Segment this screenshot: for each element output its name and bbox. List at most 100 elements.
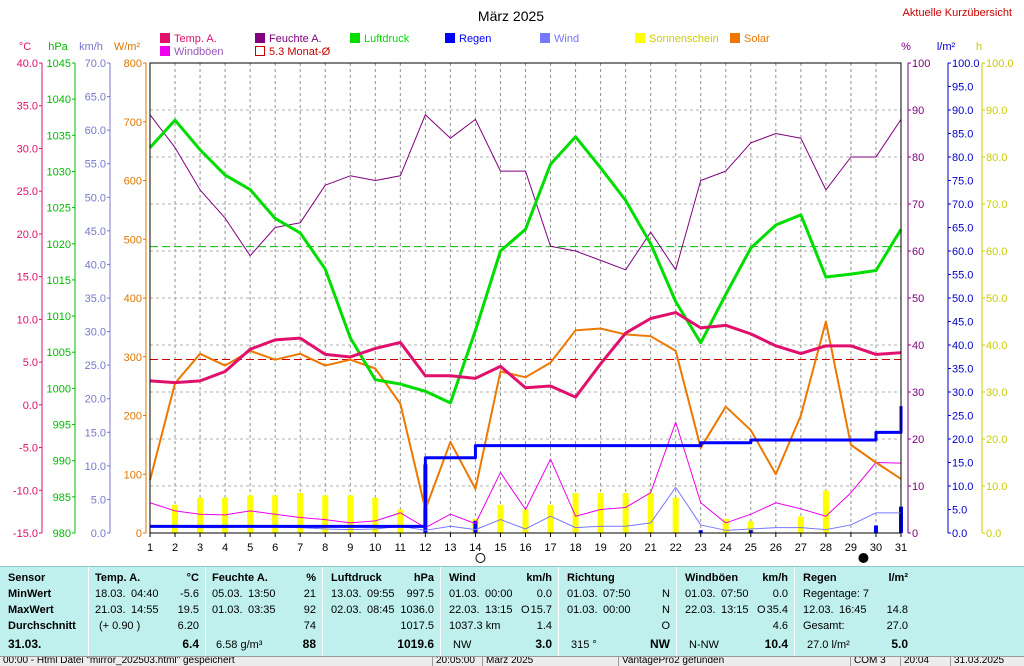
axis-label-wind-12: 60.0: [85, 125, 106, 137]
stats-humidity-max-time: 03:35: [248, 604, 276, 616]
axis-label-rain-5: 25.0: [952, 411, 973, 423]
moon-full-icon: [475, 553, 486, 563]
legend-swatch-5: [635, 33, 645, 43]
x-label-10: 10: [369, 542, 381, 554]
bar-sun-9: [347, 495, 354, 533]
axis-label-pressure-10: 1030: [47, 166, 71, 178]
x-label-17: 17: [544, 542, 556, 554]
axis-label-humidity-10: 100: [912, 58, 930, 70]
legend-swatch-3: [445, 33, 455, 43]
axis-label-solar-1: 100: [124, 469, 142, 481]
axis-label-pressure-4: 1000: [47, 383, 71, 395]
stats-gusts-unit: km/h: [762, 572, 788, 584]
stats-pressure-avg: 1017.5: [400, 620, 434, 632]
axis-label-sun-4: 40.0: [986, 340, 1007, 352]
stats-humidity-max-date: 01.03.: [212, 604, 243, 616]
axis-label-sun-8: 80.0: [986, 152, 1007, 164]
axis-label-pressure-12: 1040: [47, 94, 71, 106]
x-label-20: 20: [620, 542, 632, 554]
axis-label-sun-5: 50.0: [986, 293, 1007, 305]
axis-label-rain-2: 10.0: [952, 481, 973, 493]
stats-sensor: Sensor MinWert MaxWert Durchschnitt 31.0…: [0, 567, 88, 657]
x-label-24: 24: [720, 542, 732, 554]
moon-new-icon: [858, 553, 869, 563]
x-label-3: 3: [197, 542, 203, 554]
axis-label-rain-19: 95.0: [952, 82, 973, 94]
bar-sun-16: [522, 509, 529, 533]
legend-swatch-6: [730, 33, 740, 43]
unit-sun: h: [976, 41, 982, 53]
bar-sun-4: [222, 497, 229, 533]
x-label-1: 1: [147, 542, 153, 554]
x-label-27: 27: [795, 542, 807, 554]
legend-label-3: Regen: [459, 33, 491, 45]
axis-label-temp-9: 30.0: [17, 143, 38, 155]
legend-swatch-0: [160, 33, 170, 43]
x-label-19: 19: [594, 542, 606, 554]
stats-rain-total-label: Gesamt:: [803, 620, 845, 632]
bar-sun-10: [372, 497, 379, 533]
stats-gusts: Windböen km/h 01.03. 07:50 0.0 22.03. 13…: [676, 567, 794, 657]
statistics-panel: Sensor MinWert MaxWert Durchschnitt 31.0…: [0, 566, 1024, 657]
x-label-8: 8: [322, 542, 328, 554]
bar-sun-15: [497, 504, 504, 533]
stats-wind-current: 3.0: [535, 637, 552, 651]
axis-label-wind-13: 65.0: [85, 92, 106, 104]
unit-rain: l/m²: [937, 41, 956, 53]
axis-label-rain-20: 100.0: [952, 58, 980, 70]
stats-wind-min-time: 00:00: [485, 588, 513, 600]
x-label-28: 28: [820, 542, 832, 554]
x-label-18: 18: [569, 542, 581, 554]
bar-sun-20: [622, 493, 629, 533]
stats-pressure-max-date: 02.03.: [331, 604, 362, 616]
axes: -15.0 -10.0 -5.0 0.0 5.0 10.0 15.0 20.0 25.0 30.0…: [13, 58, 1014, 540]
axis-label-temp-0: -15.0: [13, 528, 38, 540]
axis-label-rain-10: 50.0: [952, 293, 973, 305]
legend-label-8: 5.3 Monat-Ø: [269, 46, 331, 58]
x-label-14: 14: [469, 542, 481, 554]
bar-sun-22: [672, 497, 679, 533]
series-line-feuchte-a-: [149, 114, 902, 271]
stats-gusts-max-date: 22.03.: [685, 604, 716, 616]
axis-label-humidity-6: 60: [912, 246, 924, 258]
x-label-2: 2: [172, 542, 178, 554]
axis-label-solar-2: 200: [124, 411, 142, 423]
axis-label-rain-4: 20.0: [952, 434, 973, 446]
bar-sun-5: [247, 495, 254, 533]
grid: [150, 63, 901, 533]
stats-rain-unit: l/m²: [888, 572, 908, 584]
stats-wind: Wind km/h 01.03. 00:00 0.0 22.03. 13:15 …: [440, 567, 558, 657]
axis-label-pressure-1: 985: [53, 492, 71, 504]
axis-label-wind-8: 40.0: [85, 259, 106, 271]
axis-label-temp-1: -10.0: [13, 485, 38, 497]
legend-label-2: Luftdruck: [364, 33, 410, 45]
stats-temp-avg: 6.20: [177, 620, 199, 632]
stats-gusts-max-time: 13:15: [721, 604, 749, 616]
axis-label-rain-7: 35.0: [952, 364, 973, 376]
status-segment-2: März 2025: [482, 657, 618, 666]
series-line-solar: [149, 320, 902, 511]
axis-unit-labels: °C hPa km/h W/m² % l/m² h: [19, 41, 982, 53]
legend-label-4: Wind: [554, 33, 579, 45]
x-axis: 1 2 3 4 5 6 7 8 9 10 11 12 13 14 15 16 17 18 19 20 21 22 23 24 2…: [147, 533, 907, 563]
legend-label-5: Sonnenschein: [649, 33, 719, 45]
x-label-23: 23: [695, 542, 707, 554]
x-label-16: 16: [519, 542, 531, 554]
bar-sun-8: [322, 495, 329, 533]
axis-label-pressure-2: 990: [53, 456, 71, 468]
current-summary-link[interactable]: Aktuelle Kurzübersicht: [903, 7, 1012, 19]
axis-label-pressure-9: 1025: [47, 203, 71, 215]
stats-rain-total: 27.0: [886, 620, 908, 632]
stats-gusts-avg: 4.6: [772, 620, 788, 632]
bar-rain-23: [698, 530, 703, 533]
status-segment-0: 00:00 - Html Datei "mirror_202503.html" …: [3, 656, 235, 666]
stats-temp-max-date: 21.03.: [95, 604, 126, 616]
bar-rain-25: [748, 530, 753, 533]
stats-temp-min-value: -5.6: [180, 588, 199, 600]
axis-label-rain-1: 5.0: [952, 505, 967, 517]
axis-label-temp-10: 35.0: [17, 101, 38, 113]
axis-label-wind-2: 10.0: [85, 461, 106, 473]
stats-current-date: 31.03.: [8, 637, 42, 651]
stats-gusts-min-value: 0.0: [772, 588, 788, 600]
stats-temp-title: Temp. A.: [95, 572, 141, 584]
